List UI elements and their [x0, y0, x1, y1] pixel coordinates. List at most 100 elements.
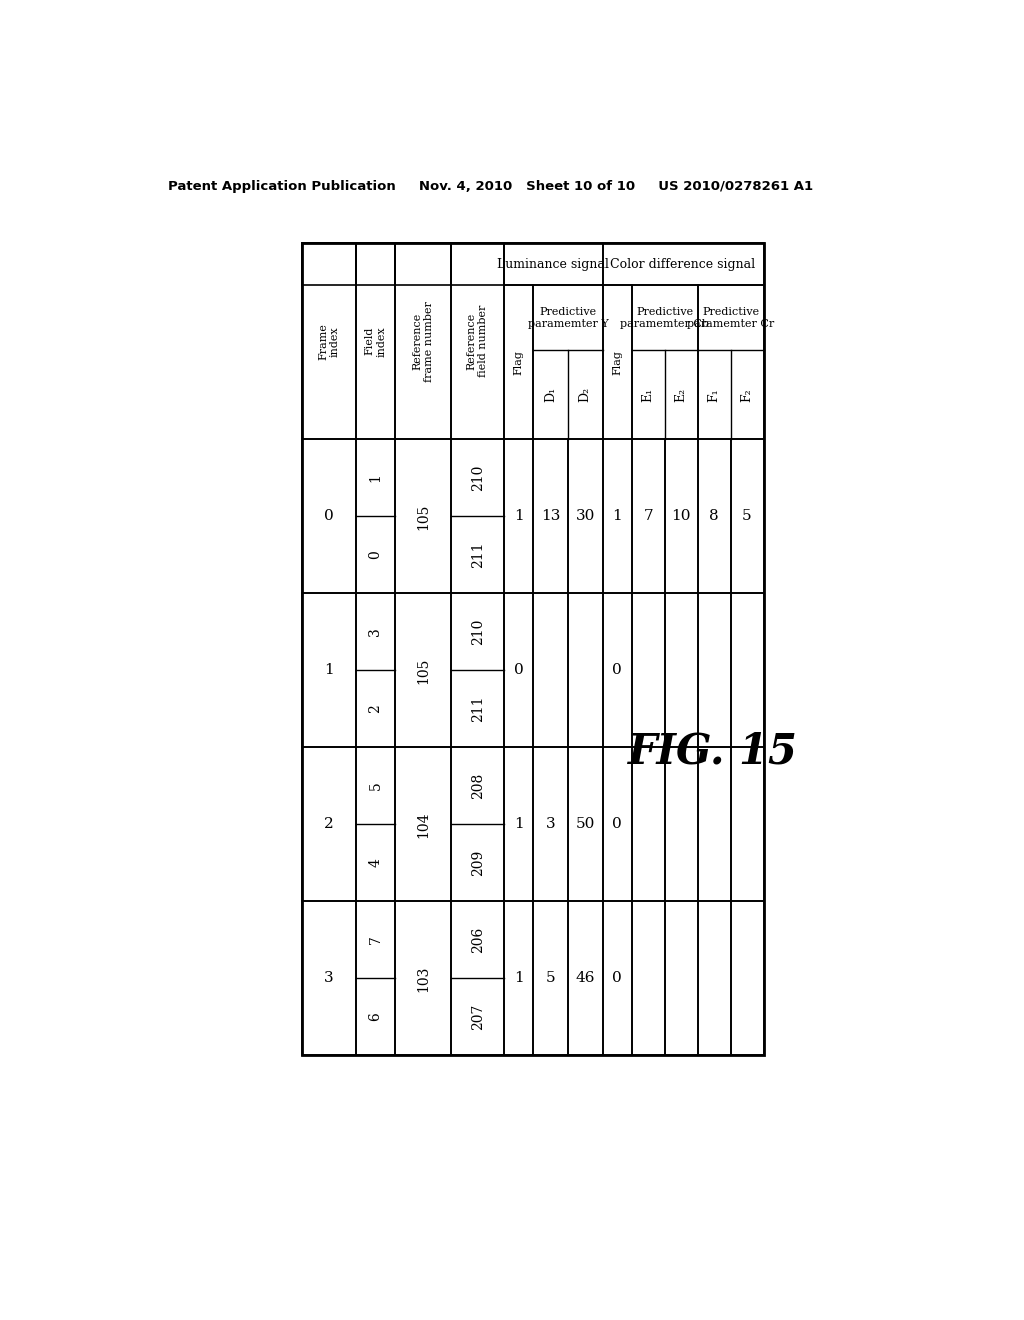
Bar	[302, 440, 355, 594]
Bar	[730, 747, 764, 902]
Bar	[355, 243, 395, 440]
Text: 104: 104	[416, 812, 430, 838]
Text: 2: 2	[369, 705, 382, 713]
Bar	[302, 243, 355, 285]
Text: Field
index: Field index	[365, 326, 386, 356]
Text: 3: 3	[325, 972, 334, 986]
Text: 0: 0	[369, 550, 382, 560]
Bar	[504, 902, 534, 1056]
Text: D₁: D₁	[544, 387, 557, 403]
Text: 6: 6	[369, 1012, 382, 1022]
Bar	[355, 902, 395, 1056]
Text: 7: 7	[643, 510, 653, 524]
Text: 5: 5	[546, 972, 556, 986]
Bar	[504, 594, 534, 747]
Bar	[602, 747, 632, 902]
Bar	[632, 440, 665, 594]
Bar	[697, 285, 764, 440]
Text: Patent Application Publication     Nov. 4, 2010   Sheet 10 of 10     US 2010/027: Patent Application Publication Nov. 4, 2…	[168, 180, 813, 193]
Bar	[602, 902, 632, 1056]
Text: 210: 210	[471, 465, 484, 491]
Bar	[452, 243, 504, 285]
Bar	[302, 747, 355, 902]
Text: 1: 1	[514, 817, 523, 832]
Bar	[534, 594, 568, 747]
Text: 0: 0	[514, 664, 523, 677]
Text: E₂: E₂	[675, 388, 688, 401]
Text: Flag: Flag	[612, 350, 623, 375]
Text: 7: 7	[369, 936, 382, 944]
Bar	[632, 285, 697, 440]
Bar	[452, 594, 504, 747]
Bar	[665, 902, 697, 1056]
Bar	[632, 594, 665, 747]
Bar	[632, 902, 665, 1056]
Bar	[697, 747, 730, 902]
Text: 0: 0	[612, 972, 622, 986]
Text: 5: 5	[742, 510, 752, 524]
Bar	[452, 902, 504, 1056]
Bar	[355, 594, 395, 747]
Text: Predictive
paramemter Cb: Predictive paramemter Cb	[621, 308, 710, 329]
Bar	[665, 747, 697, 902]
Bar	[355, 747, 395, 902]
Text: 1: 1	[514, 510, 523, 524]
Text: 0: 0	[324, 510, 334, 524]
Text: Predictive
paramemter Y: Predictive paramemter Y	[527, 308, 608, 329]
Text: 2: 2	[324, 817, 334, 832]
Text: 206: 206	[471, 927, 484, 953]
Text: Frame
index: Frame index	[318, 323, 340, 360]
Text: 3: 3	[369, 627, 382, 636]
Text: F₂: F₂	[740, 388, 754, 401]
Text: 211: 211	[471, 541, 484, 568]
Bar	[602, 285, 632, 440]
Bar	[730, 440, 764, 594]
Bar	[632, 747, 665, 902]
Text: E₁: E₁	[642, 388, 654, 401]
Text: 5: 5	[369, 781, 382, 791]
Bar	[395, 902, 452, 1056]
Text: 4: 4	[369, 858, 382, 867]
Bar	[302, 243, 355, 440]
Text: 50: 50	[575, 817, 595, 832]
Bar	[534, 902, 568, 1056]
Bar	[534, 747, 568, 902]
Text: Color difference signal: Color difference signal	[610, 257, 756, 271]
Text: 0: 0	[612, 817, 622, 832]
Bar	[452, 243, 504, 440]
Bar	[697, 902, 730, 1056]
Text: 105: 105	[416, 503, 430, 529]
Text: 46: 46	[575, 972, 595, 986]
Text: 211: 211	[471, 696, 484, 722]
Text: 208: 208	[471, 772, 484, 799]
Bar	[452, 440, 504, 594]
Bar	[395, 440, 452, 594]
Bar	[302, 902, 355, 1056]
Bar	[602, 243, 764, 285]
Text: 1: 1	[324, 664, 334, 677]
Text: 1: 1	[612, 510, 622, 524]
Text: 10: 10	[672, 510, 691, 524]
Text: 103: 103	[416, 965, 430, 991]
Text: 209: 209	[471, 850, 484, 876]
Text: Reference
frame number: Reference frame number	[413, 301, 434, 381]
Text: 105: 105	[416, 657, 430, 684]
Bar	[395, 594, 452, 747]
Bar	[302, 243, 764, 1056]
Text: 0: 0	[612, 664, 622, 677]
Bar	[355, 440, 395, 594]
Text: 210: 210	[471, 619, 484, 645]
Bar	[568, 594, 602, 747]
Bar	[355, 243, 395, 285]
Text: Predictive
paramemter Cr: Predictive paramemter Cr	[687, 308, 774, 329]
Text: Flag: Flag	[514, 350, 524, 375]
Bar	[452, 747, 504, 902]
Text: Reference
field number: Reference field number	[467, 305, 488, 378]
Bar	[568, 440, 602, 594]
Bar	[534, 285, 602, 440]
Bar	[697, 594, 730, 747]
Bar	[697, 440, 730, 594]
Text: 1: 1	[514, 972, 523, 986]
Text: 8: 8	[710, 510, 719, 524]
Bar	[568, 902, 602, 1056]
